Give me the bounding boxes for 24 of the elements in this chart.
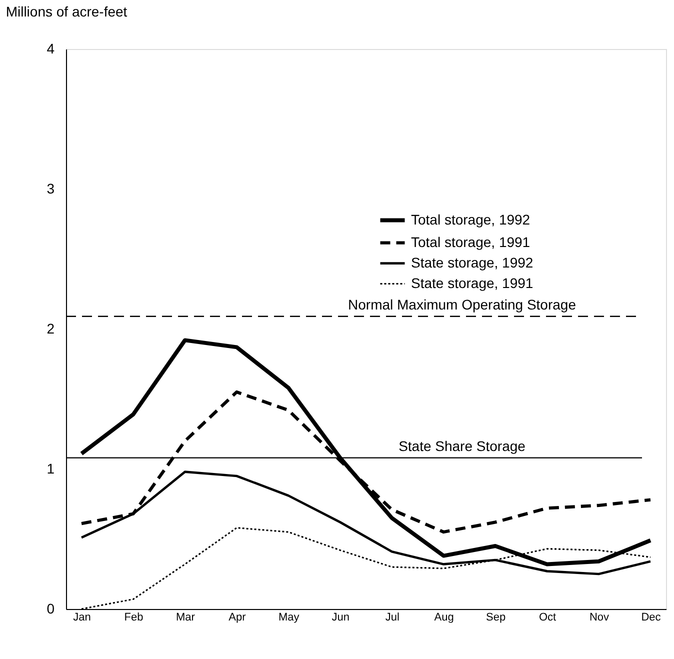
legend-label: Total storage, 1991 [411,234,530,250]
y-tick-label: 4 [46,40,55,56]
x-tick-label: Mar [176,612,196,624]
legend-label: State storage, 1991 [411,274,534,291]
x-tick-label: Jul [385,612,400,624]
x-tick-label: Jun [332,612,350,624]
legend-label: Total storage, 1992 [411,211,530,228]
x-tick-label: Sep [486,612,506,624]
x-tick-label: Feb [124,612,144,624]
y-axis-title: Millions of acre-feet [6,4,128,20]
ref-line-label: State Share Storage [398,438,526,454]
y-tick-label: 1 [46,460,55,476]
x-tick-label: Oct [538,612,556,624]
ref-line-label: Normal Maximum Operating Storage [348,296,576,312]
x-tick-label: May [278,612,300,624]
legend-label: State storage, 1992 [411,254,534,270]
y-tick-label: 2 [46,320,55,336]
y-tick-label: 3 [46,180,55,196]
x-tick-label: Dec [641,612,662,624]
x-tick-label: Apr [228,612,246,624]
x-tick-label: Jan [73,612,91,624]
y-tick-label: 0 [46,600,55,616]
x-tick-label: Aug [434,612,454,624]
x-tick-label: Nov [589,612,610,624]
